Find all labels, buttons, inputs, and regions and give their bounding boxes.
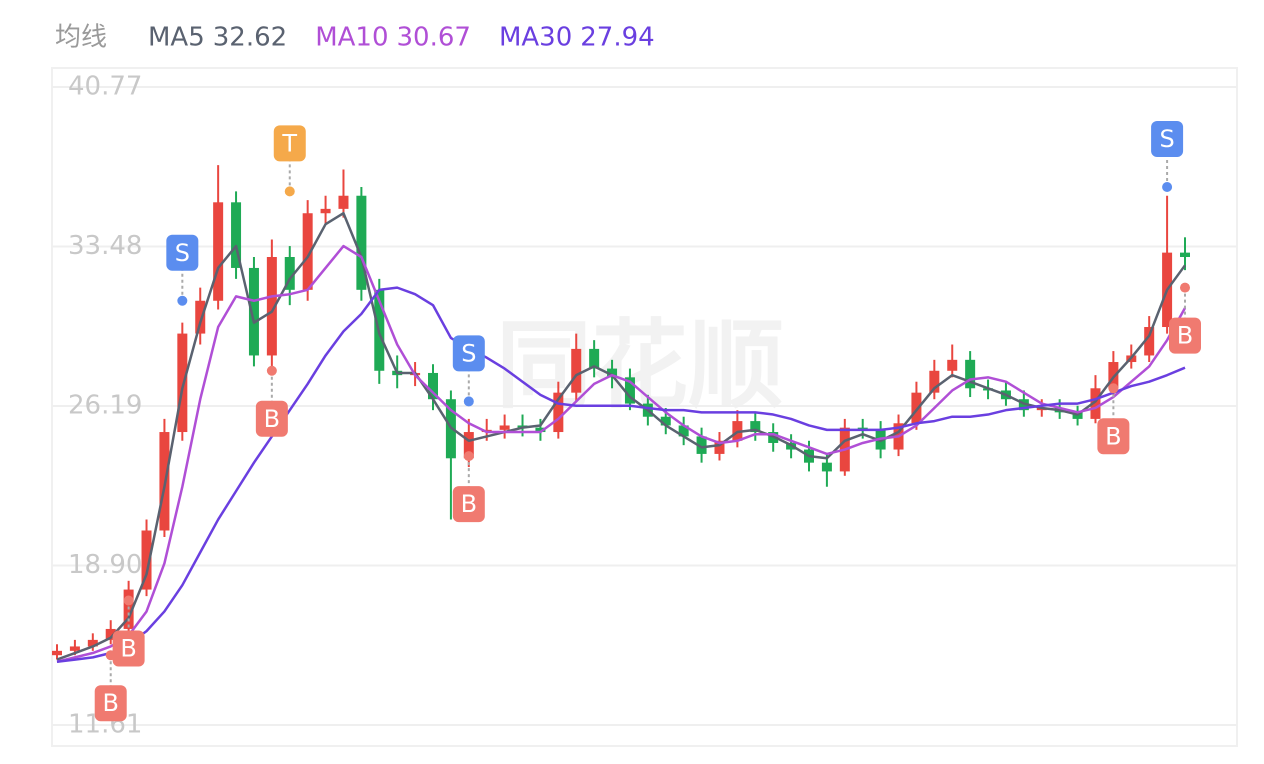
candle-body [231,202,242,268]
signal-badge [273,125,306,162]
candle-body [302,213,313,290]
signal-dot [1180,282,1190,293]
legend-title: 均线 [55,23,107,53]
candle-body [947,359,958,371]
candle-body [177,333,188,433]
signal-badge [452,335,485,372]
candle-body [929,370,940,393]
legend-value: 27.94 [580,23,654,53]
ma-line [56,211,1187,661]
signal-badge [255,400,288,437]
candle-body [535,427,546,433]
signal-badge [1097,418,1130,455]
signal-label: B [461,490,477,518]
candle-body [607,368,618,378]
candle-body [911,392,922,424]
candle-body [1180,252,1190,258]
signal-dot [266,365,277,376]
signal-badge [1169,317,1201,354]
y-tick-label: 26.19 [68,391,142,421]
candle-body [356,195,367,290]
signal-badge [166,234,199,271]
signal-dot [463,396,474,407]
ma-line [56,244,1187,663]
signal-label: B [120,635,136,663]
y-tick-label: 18.90 [68,550,142,580]
candle-body [571,348,582,393]
signal-label: B [1177,322,1193,350]
candle-body [1090,388,1101,419]
signal-dot [1108,383,1119,394]
signal-label: S [461,339,476,367]
candle-body [320,208,331,214]
signal-label: S [1159,125,1174,153]
candle-body [1144,327,1155,356]
signal-dot [284,186,295,197]
candle-body [463,432,474,459]
candle-body [553,392,564,433]
candle-body [141,530,152,590]
signal-badge [452,486,485,523]
legend-name: MA30 [499,23,572,53]
candle-body [624,377,635,404]
signal-label: B [102,689,118,717]
candle-body [1108,362,1119,389]
candle-body [428,372,438,400]
legend-name: MA5 [148,23,205,53]
y-tick-label: 40.77 [68,72,142,102]
candle-body [499,425,510,430]
signal-dot [123,595,134,606]
candle-body [105,628,116,640]
ma-line [56,286,1186,664]
candle-body [696,436,707,454]
signal-dot [463,451,474,462]
candle-body [589,348,600,369]
candle-body [266,257,277,356]
signal-badge [112,630,145,667]
legend-value: 32.62 [213,23,287,53]
signal-label: S [175,239,190,267]
candle-body [660,416,671,426]
legend-name: MA10 [315,23,388,53]
candle-body [750,421,761,433]
signal-dot [177,295,188,306]
candle-body [195,300,206,334]
candle-body [284,257,295,290]
candle-body [965,359,976,389]
candle-body [213,202,224,301]
candle-body [821,462,832,472]
candle-body [338,195,349,209]
y-tick-label: 33.48 [68,231,142,261]
signal-dot [1162,181,1173,192]
signal-label: B [1105,422,1121,450]
candle-body [714,440,725,454]
signal-label: T [281,129,297,157]
candle-body [69,646,80,651]
legend-value: 30.67 [397,23,471,53]
watermark: 同花顺 [496,309,784,421]
candle-body [52,650,62,656]
candle-body [248,267,259,356]
signal-label: B [264,405,280,433]
signal-badge [94,685,127,722]
candle-body [678,425,689,437]
candle-body [87,639,98,647]
signal-badge [1151,120,1184,157]
